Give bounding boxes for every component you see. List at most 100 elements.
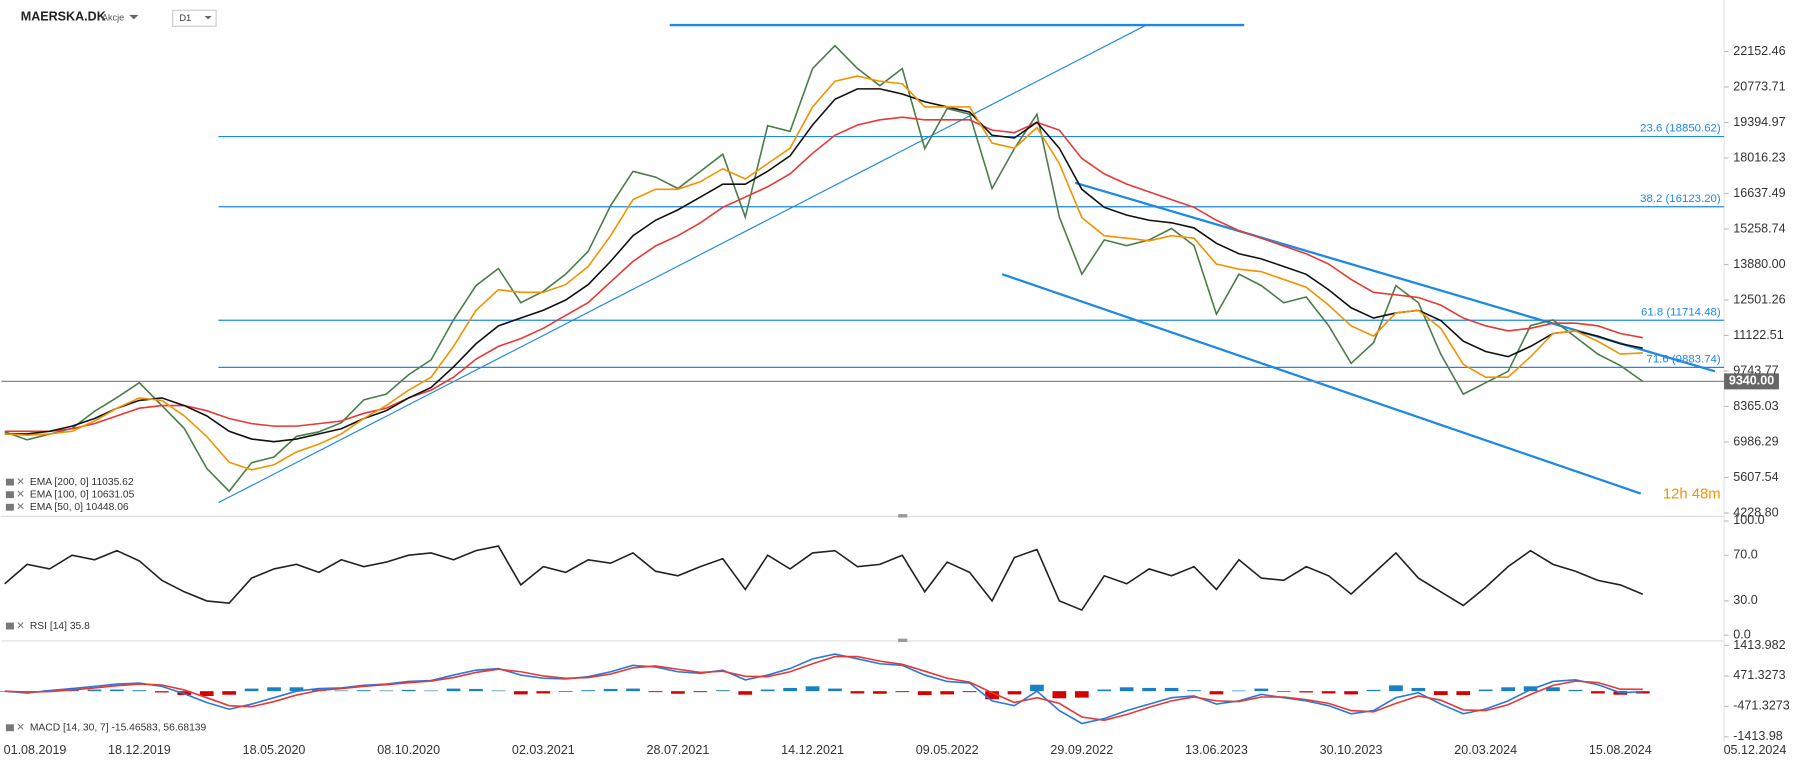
- x-tick-label: 14.12.2021: [781, 743, 844, 757]
- y-tick-label: 471.3273: [1733, 668, 1785, 682]
- histogram-bar: [289, 687, 304, 692]
- histogram-bar: [1097, 689, 1112, 692]
- y-tick-label: 16637.49: [1733, 186, 1785, 200]
- histogram-bar: [1591, 691, 1605, 694]
- series-line: [4, 75, 1643, 471]
- legend-icon: [5, 622, 14, 630]
- x-tick-label: 28.07.2021: [647, 743, 710, 757]
- channel-lower[interactable]: [1001, 273, 1642, 495]
- histogram-bar: [895, 691, 910, 693]
- fib-label: 61.8 (11714.48): [1641, 306, 1721, 318]
- interval-select[interactable]: [172, 9, 217, 27]
- histogram-bar: [1007, 691, 1022, 695]
- legend-close: ✕: [16, 489, 25, 500]
- histogram-bar: [828, 688, 842, 692]
- histogram-bar: [1433, 691, 1448, 696]
- histogram-bar: [760, 689, 775, 692]
- x-tick-label: 13.06.2023: [1185, 743, 1248, 757]
- symbol[interactable]: MAERSKA.DK: [21, 9, 106, 23]
- histogram-bar: [1501, 687, 1515, 692]
- legend-close: ✕: [16, 621, 25, 632]
- legend-close: ✕: [16, 502, 25, 513]
- y-tick-label: 13880.00: [1733, 257, 1785, 271]
- legend-entry: EMA [200, 0] 11035.62: [30, 477, 134, 488]
- histogram-bar: [917, 691, 932, 696]
- panel-handle[interactable]: [898, 514, 908, 518]
- histogram-bar: [1299, 691, 1314, 693]
- histogram-bar: [1030, 684, 1044, 692]
- y-tick-label: -471.3273: [1733, 699, 1790, 713]
- y-tick-label: 100.0: [1733, 513, 1764, 527]
- histogram-bar: [446, 688, 461, 692]
- histogram-bar: [222, 691, 236, 695]
- x-tick-label: 01.08.2019: [4, 743, 67, 757]
- histogram-bar: [1209, 691, 1224, 695]
- histogram-bar: [154, 691, 169, 693]
- legend-icon: [5, 724, 14, 732]
- series-line: [4, 655, 1643, 722]
- histogram-bar: [244, 688, 259, 692]
- x-tick-label: 15.08.2024: [1589, 743, 1652, 757]
- histogram-bar: [334, 690, 349, 692]
- histogram-bar: [715, 690, 730, 692]
- legend-close: ✕: [16, 477, 25, 488]
- histogram-bar: [1187, 690, 1201, 692]
- y-tick-label: 11122.51: [1733, 328, 1783, 342]
- y-tick-label: 30.0: [1733, 593, 1757, 607]
- histogram-bar: [805, 686, 820, 692]
- histogram-bar: [1276, 691, 1291, 692]
- legend-icon: [5, 478, 14, 486]
- y-tick-label: 20773.71: [1733, 79, 1785, 93]
- histogram-bar: [401, 689, 416, 692]
- histogram-bar: [1119, 687, 1134, 692]
- histogram-bar: [850, 691, 865, 694]
- y-tick-label: 5607.54: [1733, 470, 1778, 484]
- trend-line[interactable]: [218, 24, 1147, 504]
- histogram-bar: [1411, 687, 1426, 692]
- histogram-bar: [87, 689, 102, 692]
- legend-icon: [5, 503, 14, 511]
- x-tick-label: 18.05.2020: [243, 743, 306, 757]
- legend-entry: EMA [100, 0] 10631.05: [30, 489, 135, 500]
- last-price-box: [1724, 373, 1779, 390]
- histogram-bar: [424, 690, 438, 692]
- x-tick-label: 02.03.2021: [512, 743, 575, 757]
- histogram-bar: [1389, 685, 1403, 692]
- histogram-bar: [603, 688, 618, 692]
- legend-entry: RSI [14] 35.8: [30, 621, 90, 632]
- y-tick-label: 19394.97: [1733, 115, 1785, 129]
- histogram-bar: [379, 690, 394, 692]
- y-tick-label: 4228.80: [1733, 505, 1778, 519]
- y-tick-label: 1413.982: [1733, 638, 1785, 652]
- histogram-bar: [110, 689, 124, 692]
- histogram-bar: [626, 688, 640, 692]
- x-tick-label: 05.12.2024: [1724, 743, 1787, 757]
- histogram-bar: [581, 690, 596, 692]
- interval: D1: [180, 13, 192, 23]
- histogram-bar: [469, 688, 483, 692]
- panel-handle[interactable]: [898, 638, 908, 643]
- x-tick-label: 29.09.2022: [1050, 743, 1113, 757]
- series-line: [4, 116, 1643, 433]
- histogram-bar: [873, 691, 887, 694]
- fib-label: 71.6 (9883.74): [1646, 353, 1720, 365]
- histogram-bar: [1052, 691, 1067, 699]
- histogram-bar: [940, 691, 955, 695]
- histogram-bar: [513, 691, 528, 695]
- histogram-bar: [1321, 691, 1336, 694]
- x-tick-label: 20.03.2024: [1454, 743, 1517, 757]
- histogram-bar: [1254, 688, 1269, 692]
- histogram-bar: [199, 691, 214, 697]
- trend-lines: [218, 24, 1716, 504]
- last-price-label: 9340.00: [1729, 374, 1774, 388]
- histogram-bar: [693, 691, 708, 693]
- histogram-bar: [648, 691, 663, 693]
- histogram-bar: [1456, 691, 1471, 696]
- y-tick-label: 0.0: [1733, 628, 1750, 642]
- histogram-bar: [738, 691, 753, 695]
- legend-entry: MACD [14, 30, 7] -15.46583, 56.68139: [30, 722, 207, 733]
- y-tick-label: 6986.29: [1733, 434, 1778, 448]
- fib-label: 38.2 (16123.20): [1640, 193, 1721, 205]
- symbol-dropdown[interactable]: [129, 14, 139, 20]
